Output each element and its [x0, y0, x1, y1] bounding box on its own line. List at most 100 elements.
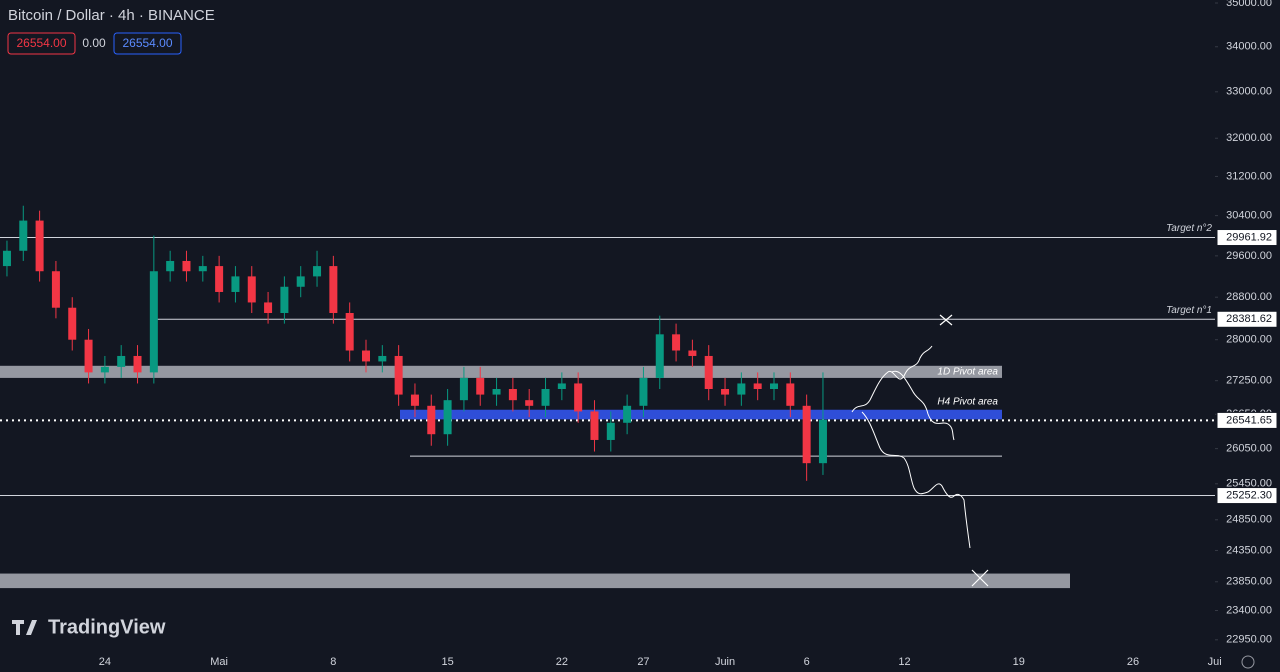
- levels: Target n°2 Target n°1: [0, 223, 1215, 497]
- y-tick-label: 34000.00: [1226, 41, 1272, 53]
- x-tick-label: 15: [441, 656, 453, 668]
- candle-body: [704, 355, 713, 390]
- y-tick-label: 22950.00: [1226, 634, 1272, 646]
- price-tag: [1216, 487, 1278, 505]
- zone: [400, 409, 1002, 420]
- price-tag: [1216, 310, 1278, 328]
- settings-icon[interactable]: [1241, 655, 1255, 669]
- brand: TradingView: [12, 616, 166, 638]
- candle-body: [655, 334, 664, 378]
- symbol-title: Bitcoin / Dollar · 4h · BINANCE: [8, 7, 215, 24]
- candle-body: [623, 405, 632, 423]
- candle-body: [410, 394, 419, 406]
- y-tick-label: 32000.00: [1226, 132, 1272, 144]
- y-tick-label: 28800.00: [1226, 291, 1272, 303]
- candle-body: [737, 383, 746, 395]
- candle-body: [492, 389, 501, 395]
- x-tick-label: 8: [330, 656, 336, 668]
- price-tag: [1216, 229, 1278, 247]
- candle-body: [770, 383, 778, 390]
- y-tick-label: 27250.00: [1226, 375, 1272, 387]
- candle-body: [574, 383, 583, 412]
- zone: [0, 365, 1002, 378]
- candle-body: [721, 389, 730, 395]
- change-text: 0.00: [82, 36, 106, 50]
- candle-body: [329, 266, 338, 314]
- candle-body: [541, 389, 550, 406]
- candle-body: [166, 260, 175, 272]
- candle-body: [313, 266, 322, 277]
- y-tick-label: 29600.00: [1226, 250, 1272, 262]
- candle-body: [476, 377, 485, 395]
- x-tick-label: 27: [637, 656, 649, 668]
- y-tick-label: 30400.00: [1226, 210, 1272, 222]
- candle-body: [606, 422, 615, 440]
- candle-body: [133, 355, 142, 373]
- candle-body: [394, 355, 403, 395]
- candle-body: [786, 383, 795, 406]
- candle-body: [247, 276, 256, 303]
- level-name: Target n°2: [1166, 223, 1212, 234]
- candle-body: [443, 400, 452, 435]
- candle-body: [818, 419, 827, 464]
- candle-body: [117, 355, 126, 367]
- candle-body: [688, 350, 697, 356]
- price-tag-label: 26541.65: [1226, 414, 1272, 426]
- x-tick-label: 6: [804, 656, 810, 668]
- target-cross: [939, 314, 953, 326]
- zone-label: 1D Pivot area: [937, 366, 998, 377]
- target-cross: [971, 569, 989, 587]
- candle-body: [51, 271, 60, 308]
- candle-body: [198, 266, 207, 272]
- candle-body: [100, 366, 109, 373]
- price-box: [7, 32, 76, 55]
- candle-body: [639, 377, 648, 406]
- price-tag-label: 25252.30: [1226, 489, 1272, 501]
- candle-body: [345, 313, 354, 351]
- y-tick-label: 26050.00: [1226, 443, 1272, 455]
- x-tick-label: 19: [1013, 656, 1025, 668]
- y-tick-label: 25450.00: [1226, 478, 1272, 490]
- brand-name: TradingView: [48, 616, 166, 638]
- y-tick-label: 31200.00: [1226, 170, 1272, 182]
- x-tick-label: Jui: [1208, 656, 1222, 668]
- candle-body: [84, 339, 93, 373]
- candle-body: [231, 276, 240, 292]
- price-box: [113, 32, 182, 55]
- x-tick-label: 22: [556, 656, 568, 668]
- candle-body: [296, 276, 305, 287]
- candle-body: [427, 405, 436, 435]
- candle-body: [2, 250, 11, 267]
- price-tag-label: 28381.62: [1226, 313, 1272, 325]
- price-tag: [1216, 411, 1278, 429]
- candle-body: [68, 307, 77, 340]
- level-name: Target n°1: [1166, 305, 1212, 316]
- zones: 1D Pivot area H4 Pivot area: [0, 365, 1070, 589]
- price-text: 26554.00: [122, 36, 172, 50]
- y-tick-label: 23400.00: [1226, 604, 1272, 616]
- candle-body: [508, 389, 517, 401]
- y-tick-label: 33000.00: [1226, 86, 1272, 98]
- y-tick-label: 24850.00: [1226, 514, 1272, 526]
- y-tick-label: 28000.00: [1226, 334, 1272, 346]
- projection: [891, 370, 955, 441]
- price-text: 26554.00: [16, 36, 66, 50]
- price-tag-label: 29961.92: [1226, 231, 1272, 243]
- projection: [861, 411, 971, 549]
- candle-body: [182, 260, 191, 272]
- candle-body: [672, 334, 681, 351]
- y-tick-label: 35000.00: [1226, 0, 1272, 9]
- candle-body: [35, 220, 44, 272]
- candle-body: [280, 286, 289, 314]
- x-tick-label: 26: [1127, 656, 1139, 668]
- candle-body: [215, 266, 224, 292]
- candle-body: [590, 411, 599, 440]
- candle-body: [525, 400, 534, 406]
- candle-body: [378, 355, 387, 362]
- y-tick-label: 23850.00: [1226, 576, 1272, 588]
- candle-body: [149, 271, 158, 373]
- x-tick-label: 24: [99, 656, 111, 668]
- candle-body: [753, 383, 762, 390]
